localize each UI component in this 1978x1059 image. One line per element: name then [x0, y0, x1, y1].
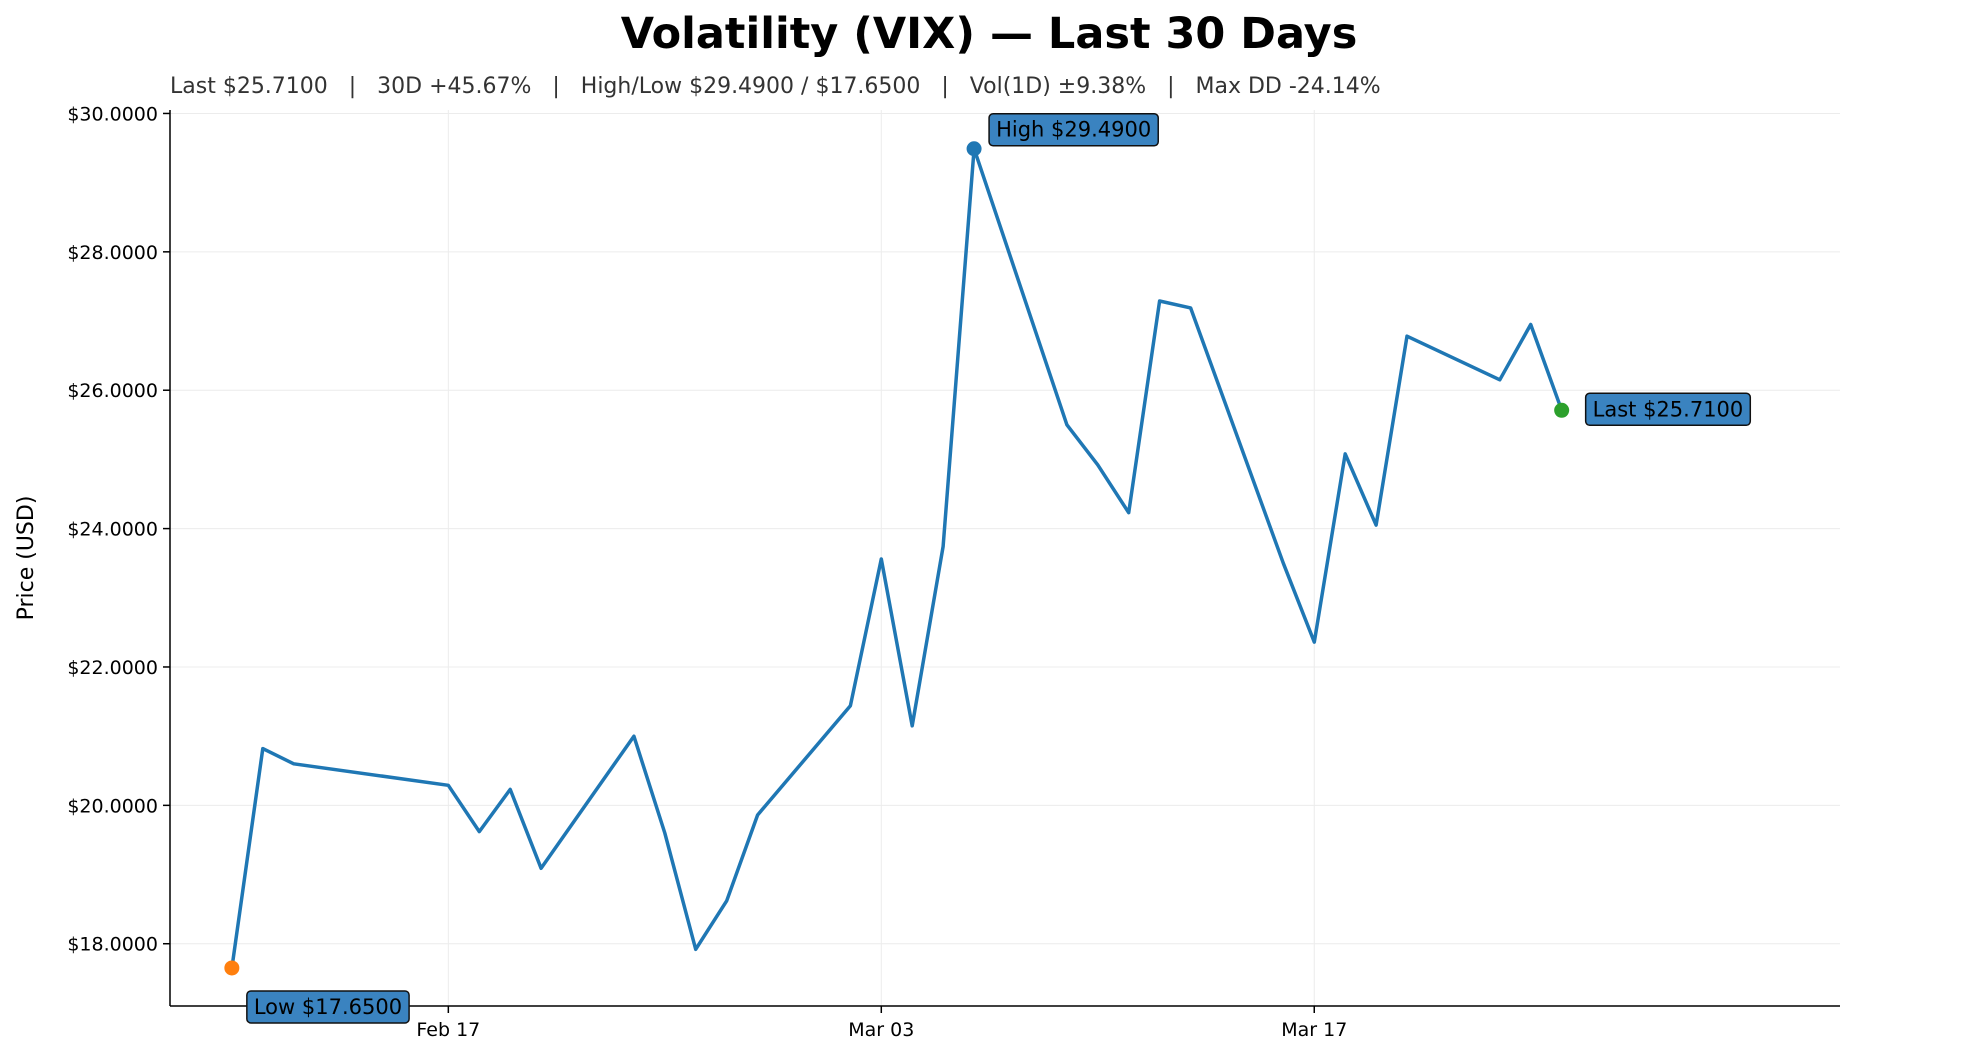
y-tick-label: $30.0000 [67, 103, 158, 125]
chart-subtitle: Last $25.7100 | 30D +45.67% | High/Low $… [170, 74, 1381, 99]
y-tick-label: $28.0000 [67, 242, 158, 264]
axes: $18.0000 $20.0000 $22.0000 $24.0000 $26.0000… [67, 103, 1840, 1041]
annotation-label: Last $25.7100 [1584, 392, 1752, 427]
annotation-box [246, 990, 410, 1024]
chart-title: Volatility (VIX) — Last 30 Days [621, 9, 1358, 59]
annotation-marker [966, 141, 982, 157]
y-tick-label: $22.0000 [67, 657, 158, 679]
annotation-label: Low $17.6500 [246, 990, 410, 1024]
annotations: High $29.4900 Low $17.6500 Last $25.7100 [224, 112, 1752, 1024]
y-tick-label: $26.0000 [67, 380, 158, 402]
annotation-label: High $29.4900 [988, 112, 1159, 147]
x-tick-label: Feb 17 [416, 1019, 480, 1041]
annotation-text: Last $25.7100 [1593, 397, 1744, 421]
grid-lines [170, 110, 1840, 1006]
annotation-text: High $29.4900 [996, 118, 1151, 142]
y-tick-label: $18.0000 [67, 934, 158, 956]
y-axis-title: Price (USD) [14, 496, 39, 621]
annotation-marker [224, 960, 240, 976]
annotation-text: Low $17.6500 [254, 995, 402, 1019]
y-tick-label: $24.0000 [67, 519, 158, 541]
x-tick-label: Mar 03 [848, 1019, 914, 1041]
price-series-line [230, 146, 1564, 970]
annotation-marker [1554, 402, 1570, 418]
annotation-box [988, 112, 1159, 147]
x-tick-label: Mar 17 [1281, 1019, 1347, 1041]
y-tick-label: $20.0000 [67, 795, 158, 817]
annotation-box [1584, 392, 1752, 427]
series-layer [230, 146, 1564, 970]
